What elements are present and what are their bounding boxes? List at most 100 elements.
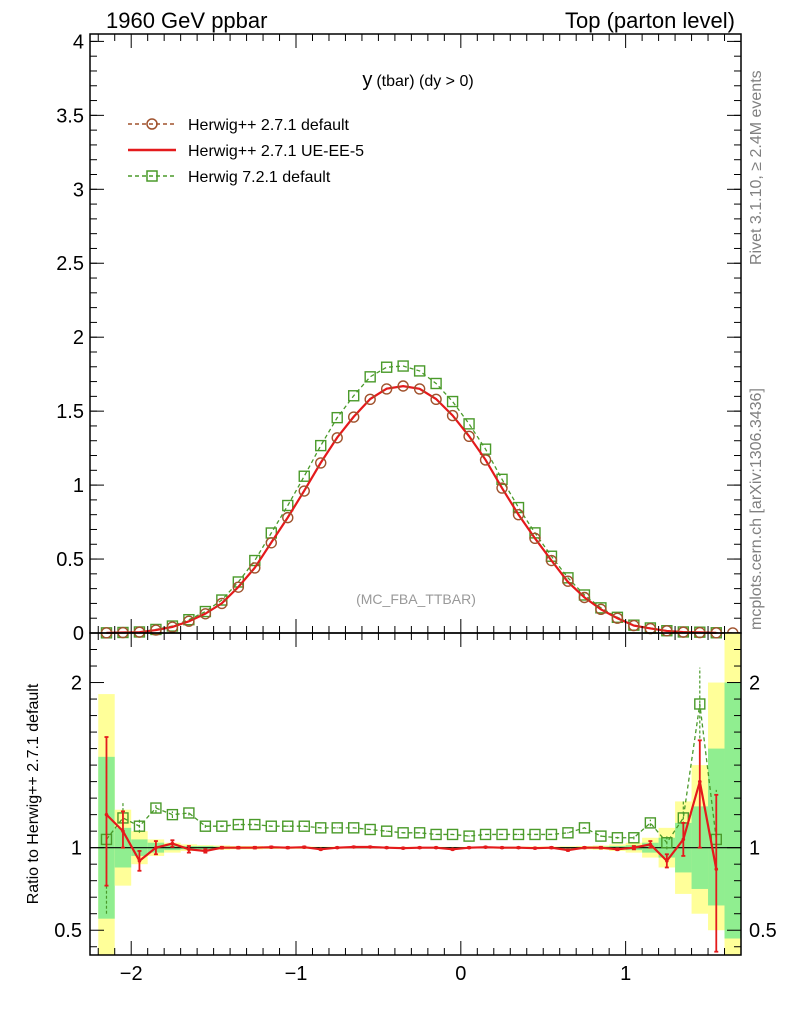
ratio-point-ue-ee-5 <box>368 845 372 849</box>
ratio-point-herwig721 <box>216 820 228 832</box>
data-point-herwigpp-default <box>413 383 426 395</box>
ratio-point-herwig721 <box>628 832 640 844</box>
ratio-y-tick-label-right: 0.5 <box>749 920 777 942</box>
legend-item-ue-ee-5: Herwig++ 2.7.1 UE-EE-5 <box>128 143 364 160</box>
ratio-point-ue-ee-5 <box>121 829 125 833</box>
ratio-point-ue-ee-5 <box>599 845 603 850</box>
ratio-point-herwig721 <box>166 808 179 821</box>
data-point-herwig721 <box>446 395 459 408</box>
series-line-ue-ee-5 <box>106 385 717 634</box>
ratio-axis-ticks: 0.5 0.5 1 1 2 2 −2 −1 0 1 <box>54 632 777 985</box>
data-point-herwigpp-default <box>562 575 574 587</box>
ratio-point-ue-ee-5 <box>335 845 340 850</box>
ratio-point-herwig721 <box>282 820 294 832</box>
header-left-label: 1960 GeV ppbar <box>106 8 267 33</box>
ratio-point-herwig721 <box>694 698 706 710</box>
ratio-point-ue-ee-5 <box>137 859 142 863</box>
data-point-herwigpp-default <box>183 615 195 627</box>
ratio-point-herwig721 <box>315 822 327 834</box>
ratio-point-ue-ee-5 <box>483 845 488 849</box>
ratio-point-ue-ee-5 <box>681 837 686 842</box>
ratio-point-ue-ee-5 <box>203 849 208 853</box>
main-y-tick-label: 2.5 <box>56 253 84 275</box>
header-right-label: Top (parton level) <box>565 8 735 33</box>
data-point-herwigpp-default <box>479 454 492 466</box>
source-label: mcplots.cern.ch [arXiv:1306.3436] <box>748 388 765 630</box>
ratio-point-herwig721 <box>347 822 360 834</box>
data-point-herwigpp-default <box>150 624 162 636</box>
ratio-point-herwig721 <box>150 802 162 814</box>
main-y-tick-label: 2 <box>73 327 84 349</box>
data-point-herwigpp-default <box>463 430 475 442</box>
data-point-herwigpp-default <box>315 457 327 469</box>
data-point-herwig721 <box>347 390 360 402</box>
ratio-point-ue-ee-5 <box>615 847 620 852</box>
x-tick-label: −1 <box>285 963 308 985</box>
data-point-herwigpp-default <box>628 619 640 632</box>
data-point-herwigpp-default <box>199 608 212 620</box>
data-point-herwigpp-default <box>496 482 508 494</box>
data-point-herwigpp-default <box>282 511 294 524</box>
ratio-point-herwig721 <box>183 807 195 819</box>
ratio-point-ue-ee-5 <box>714 867 719 871</box>
ratio-point-herwig721 <box>479 828 492 841</box>
ratio-point-herwig721 <box>463 830 475 842</box>
legend-label-herwig721: Herwig 7.2.1 default <box>188 169 331 186</box>
ratio-point-ue-ee-5 <box>516 845 521 850</box>
data-point-herwigpp-default <box>380 383 393 395</box>
ratio-point-ue-ee-5 <box>467 845 471 850</box>
data-point-herwig721 <box>331 411 343 424</box>
ratio-y-tick-label: 0.5 <box>54 920 82 942</box>
ratio-point-ue-ee-5 <box>154 845 158 850</box>
data-point-herwigpp-default <box>661 625 673 637</box>
ratio-point-ue-ee-5 <box>170 841 175 846</box>
data-point-herwig721 <box>397 360 409 372</box>
ratio-panel: 0.5 0.5 1 1 2 2 −2 −1 0 1 Ratio to Herwig++ 2.7.1… <box>25 632 777 985</box>
ratio-point-ue-ee-5 <box>417 845 422 850</box>
plot-title: y (tbar) (dy > 0) <box>362 69 473 91</box>
data-point-herwig721 <box>216 594 228 606</box>
data-point-herwigpp-default <box>133 626 146 638</box>
data-point-herwigpp-default <box>364 393 376 406</box>
ratio-point-ue-ee-5 <box>104 812 109 817</box>
ratio-point-ue-ee-5 <box>500 845 504 850</box>
data-point-herwigpp-default <box>166 621 179 633</box>
ratio-point-ue-ee-5 <box>665 859 669 863</box>
ratio-frame <box>89 632 742 956</box>
ratio-line-ue-ee-5 <box>105 781 718 870</box>
data-point-herwig721 <box>479 443 492 455</box>
ratio-point-ue-ee-5 <box>533 846 537 850</box>
ratio-point-herwig721 <box>595 830 607 842</box>
ratio-point-ue-ee-5 <box>434 845 438 850</box>
ratio-point-ue-ee-5 <box>187 847 191 852</box>
data-point-herwigpp-default <box>430 393 442 406</box>
ratio-band-inner <box>724 682 741 939</box>
ratio-point-herwig721 <box>199 820 212 832</box>
ratio-point-herwig721 <box>298 820 310 832</box>
data-point-herwigpp-default <box>446 409 459 422</box>
main-y-tick-label: 4 <box>73 31 84 53</box>
ratio-line-herwig721 <box>105 703 717 844</box>
ratio-point-ue-ee-5 <box>253 845 257 850</box>
x-tick-label: −2 <box>120 963 143 985</box>
data-point-herwigpp-default <box>232 581 245 593</box>
plot-title-main: y <box>362 69 372 91</box>
ratio-point-ue-ee-5 <box>236 845 241 850</box>
ratio-point-herwig721 <box>331 822 343 834</box>
main-y-tick-label: 3 <box>73 179 84 201</box>
ratio-point-herwig721 <box>265 820 277 832</box>
x-tick-label: 1 <box>620 963 631 985</box>
ratio-point-herwig721 <box>611 832 624 844</box>
ratio-point-ue-ee-5 <box>450 847 455 852</box>
ratio-point-herwig721 <box>249 818 261 831</box>
data-point-herwigpp-default <box>265 537 277 549</box>
ratio-point-herwig721 <box>562 827 574 839</box>
ratio-point-herwig721 <box>661 837 673 849</box>
data-point-herwigpp-default <box>331 432 343 444</box>
data-point-herwig721 <box>430 377 442 390</box>
main-y-tick-label: 1 <box>73 475 84 497</box>
ratio-point-herwig721 <box>644 817 657 829</box>
analysis-watermark: (MC_FBA_TTBAR) <box>356 591 476 607</box>
ratio-point-ue-ee-5 <box>582 845 587 850</box>
